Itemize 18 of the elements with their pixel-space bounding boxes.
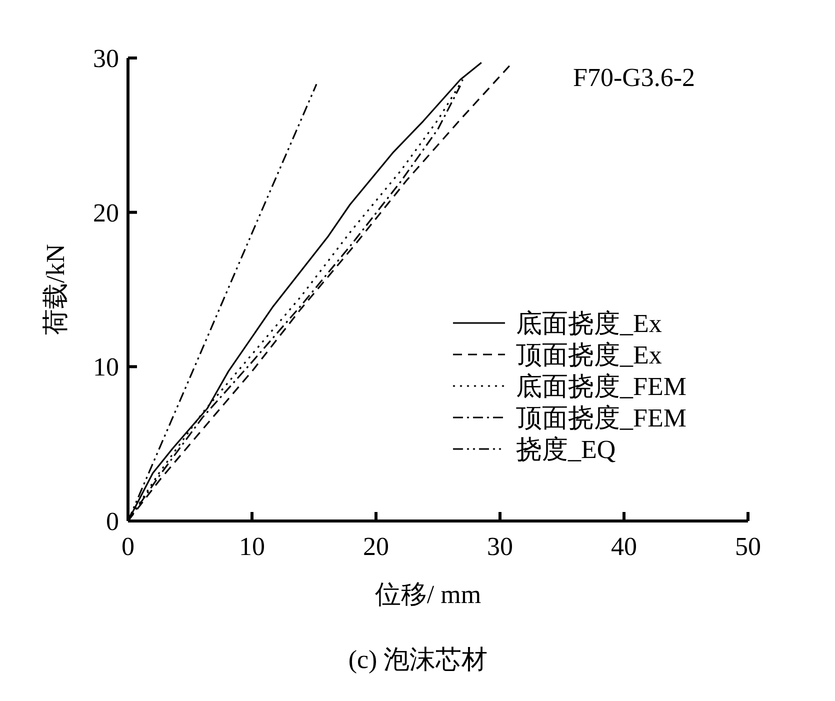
- x-tick-label: 50: [735, 532, 761, 561]
- legend-label: 底面挠度_Ex: [516, 309, 662, 338]
- text: (c) 泡沫芯材: [348, 645, 488, 674]
- x-tick-label: 20: [363, 532, 389, 561]
- legend-label: 顶面挠度_Ex: [516, 340, 662, 370]
- y-axis-title: 荷载/kN: [41, 244, 70, 335]
- y-tick-label: 30: [93, 44, 119, 73]
- x-tick-label: 10: [239, 532, 265, 561]
- legend-label: 底面挠度_FEM: [516, 372, 686, 401]
- y-tick-label: 10: [93, 352, 119, 382]
- x-tick-label: 40: [611, 532, 637, 561]
- y-tick-label: 20: [93, 198, 119, 228]
- x-tick-label: 30: [487, 532, 513, 561]
- legend-label: 顶面挠度_FEM: [516, 404, 686, 432]
- x-axis-title: 位移/ mm: [374, 580, 482, 609]
- legend-label: 挠度_EQ: [516, 435, 616, 464]
- y-tick-label: 0: [106, 507, 119, 536]
- annotation: F70-G3.6-2: [573, 63, 696, 92]
